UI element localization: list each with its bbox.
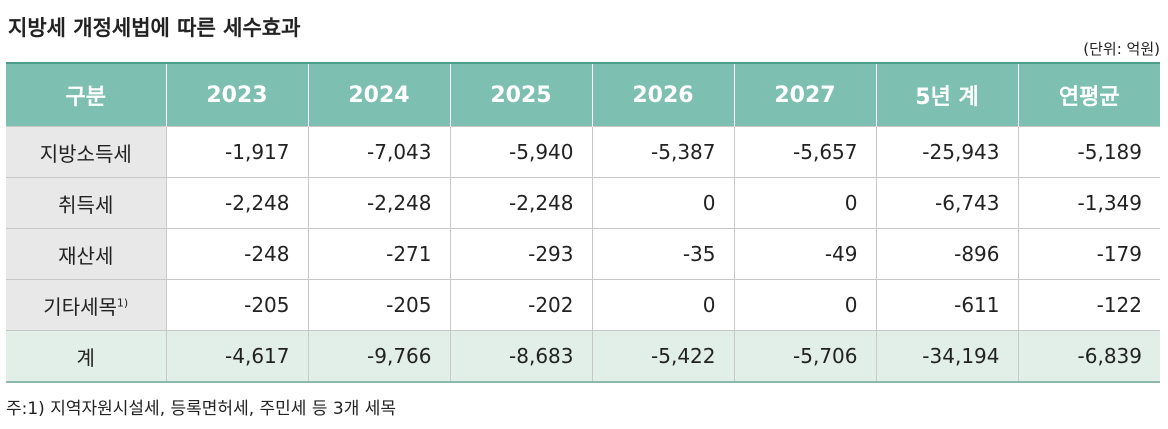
- column-header: 연평균: [1017, 63, 1160, 127]
- column-header: 5년 계: [875, 63, 1018, 127]
- column-header: 2025: [449, 63, 592, 127]
- cell: -122: [1017, 279, 1160, 331]
- cell: -202: [449, 279, 593, 331]
- cell: -5,189: [1017, 126, 1160, 178]
- column-header: 2023: [165, 63, 308, 127]
- cell: -2,248: [449, 177, 593, 229]
- cell: -25,943: [875, 126, 1019, 178]
- cell: -5,706: [733, 330, 877, 383]
- cell: -293: [449, 228, 593, 280]
- cell: -5,422: [591, 330, 735, 383]
- unit: (단위: 억원): [1083, 40, 1160, 58]
- cell: -896: [875, 228, 1019, 280]
- cell: -4,617: [165, 330, 309, 383]
- cell: -9,766: [307, 330, 451, 383]
- row-label: 기타세목1): [6, 279, 167, 331]
- cell: -6,839: [1017, 330, 1160, 383]
- cell: -611: [875, 279, 1019, 331]
- row-label-text: 재산세: [58, 243, 114, 268]
- note-mark: 1): [116, 295, 129, 309]
- table-row: 지방소득세 -1,917 -7,043 -5,940 -5,387 -5,657 -25,9…: [6, 126, 1160, 178]
- column-header: 2024: [307, 63, 450, 127]
- cell: -2,248: [307, 177, 451, 229]
- row-label: 지방소득세: [6, 126, 167, 178]
- cell: -6,743: [875, 177, 1019, 229]
- cell: -8,683: [449, 330, 593, 383]
- cell: 0: [733, 279, 877, 331]
- cell: -1,349: [1017, 177, 1160, 229]
- cell: -35: [591, 228, 735, 280]
- column-header: 2027: [733, 63, 876, 127]
- table-row: 기타세목1) -205 -205 -202 0 0 -611 -122: [6, 279, 1160, 331]
- row-label: 계: [6, 330, 167, 383]
- row-label-text: 기타세목: [43, 294, 117, 319]
- cell: -34,194: [875, 330, 1019, 383]
- row-label-text: 계: [76, 345, 95, 370]
- cell: -2,248: [165, 177, 309, 229]
- row-label: 재산세: [6, 228, 167, 280]
- cell: -248: [165, 228, 309, 280]
- cell: -1,917: [165, 126, 309, 178]
- column-header: 구분: [6, 63, 166, 127]
- title: 지방세 개정세법에 따른 세수효과: [8, 16, 301, 40]
- cell: -5,387: [591, 126, 735, 178]
- table: 구분 2023 2024 2025 2026 2027 5년 계 연평균 지방소득세 -1,91…: [6, 62, 1160, 383]
- cell: -271: [307, 228, 451, 280]
- header-row: 구분 2023 2024 2025 2026 2027 5년 계 연평균: [6, 63, 1160, 127]
- table-row: 취득세 -2,248 -2,248 -2,248 0 0 -6,743 -1,349: [6, 177, 1160, 229]
- cell: 0: [733, 177, 877, 229]
- row-label-text: 지방소득세: [39, 141, 132, 166]
- cell: -49: [733, 228, 877, 280]
- footnote: 주:1) 지역자원시설세, 등록면허세, 주민세 등 3개 세목: [6, 399, 397, 419]
- column-header: 2026: [591, 63, 734, 127]
- cell: -7,043: [307, 126, 451, 178]
- table-row: 재산세 -248 -271 -293 -35 -49 -896 -179: [6, 228, 1160, 280]
- cell: -5,940: [449, 126, 593, 178]
- cell: -205: [165, 279, 309, 331]
- cell: 0: [591, 177, 735, 229]
- table-row: 계 -4,617 -9,766 -8,683 -5,422 -5,706 -34,194 -6…: [6, 330, 1160, 383]
- cell: -179: [1017, 228, 1160, 280]
- cell: -205: [307, 279, 451, 331]
- cell: -5,657: [733, 126, 877, 178]
- row-label: 취득세: [6, 177, 167, 229]
- cell: 0: [591, 279, 735, 331]
- row-label-text: 취득세: [58, 192, 114, 217]
